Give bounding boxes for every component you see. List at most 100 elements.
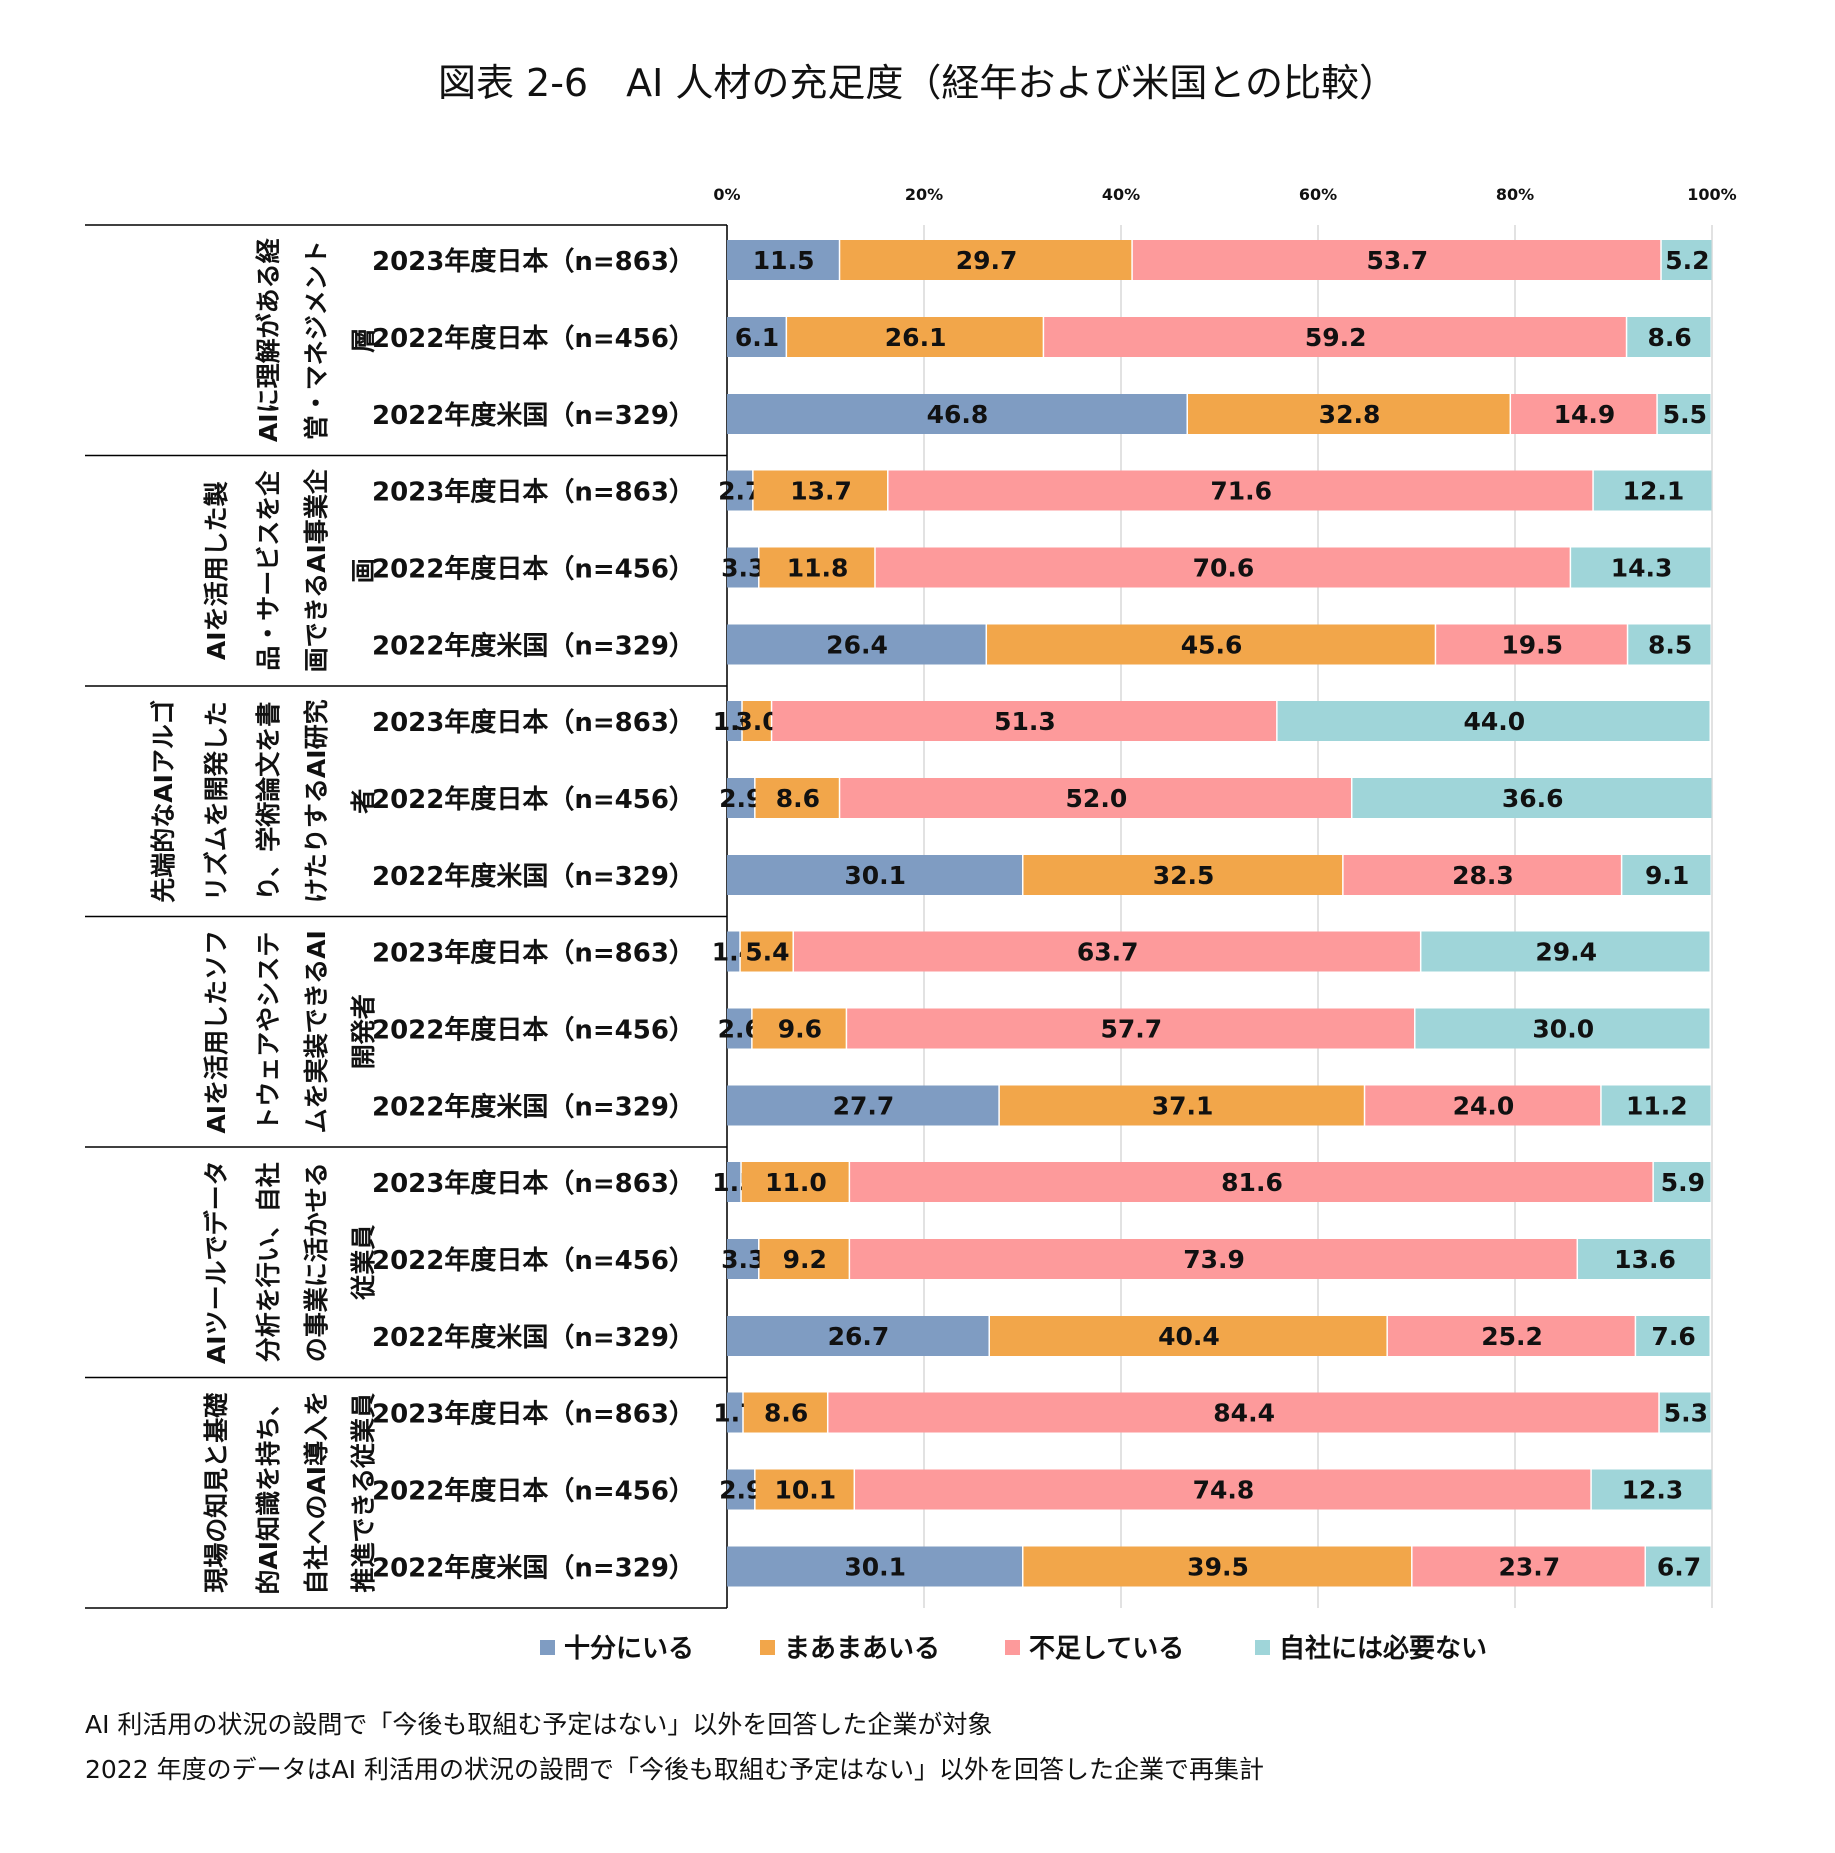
bar-segment (727, 1008, 752, 1049)
data-label: 3.0 (735, 707, 779, 736)
data-label: 39.5 (1187, 1553, 1249, 1582)
group-label: ムを実装できるAI (302, 930, 331, 1133)
data-label: 14.9 (1554, 400, 1616, 429)
bar-segment (855, 1469, 1591, 1510)
bar-segment (989, 1316, 1387, 1356)
legend-swatch (1005, 1640, 1020, 1655)
bar-segment (1387, 1316, 1635, 1356)
bar-segment (840, 778, 1351, 818)
bar-segment (727, 317, 786, 357)
bar-segment (1023, 1546, 1412, 1587)
row-label: 2022年度米国（n=329） (372, 400, 695, 431)
bar-segment (727, 1392, 743, 1433)
data-label: 11.5 (753, 246, 815, 275)
group-label: 画できるAI事業企 (302, 468, 331, 672)
data-label: 5.9 (1661, 1168, 1705, 1197)
row-label: 2023年度日本（n=863） (372, 246, 695, 277)
data-label: 11.8 (787, 554, 849, 583)
group-label: リズムを開発した (202, 701, 231, 901)
data-label: 5.5 (1663, 400, 1707, 429)
bar-segment (727, 394, 1187, 434)
bar-segment (840, 240, 1132, 280)
data-label: 81.6 (1221, 1168, 1283, 1197)
bar-segment (727, 1316, 989, 1356)
data-label: 5.3 (1664, 1399, 1708, 1428)
bar-segment (999, 1085, 1364, 1126)
bar-segment (1352, 778, 1712, 818)
chart-title: 図表 2-6 AI 人材の充足度（経年および米国との比較） (437, 61, 1398, 105)
row-label: 2022年度日本（n=456） (372, 323, 695, 354)
footnote-2: 2022 年度のデータはAI 利活用の状況の設問で「今後も取組む予定はない」以外… (85, 1755, 1264, 1784)
bar-segment (772, 701, 1277, 741)
x-tick-label: 40% (1102, 185, 1140, 204)
bar-segment (1511, 394, 1657, 434)
data-label: 73.9 (1183, 1245, 1245, 1274)
bar-segment (727, 624, 986, 665)
bar-segment (1646, 1546, 1711, 1587)
group-label: AIを活用したソフ (202, 930, 231, 1134)
data-label: 74.8 (1193, 1476, 1255, 1505)
bar-segment (1636, 1316, 1710, 1356)
bar-segment (752, 1008, 846, 1049)
data-label: 5.4 (745, 938, 789, 967)
data-label: 26.7 (828, 1322, 890, 1351)
x-tick-label: 60% (1299, 185, 1337, 204)
data-label: 6.1 (735, 323, 779, 352)
bar-segment (1578, 1239, 1711, 1279)
group-label: 分析を行い、自社 (254, 1162, 283, 1362)
data-label: 8.6 (764, 1399, 808, 1428)
row-label: 2022年度日本（n=456） (372, 784, 695, 815)
bar-segment (1023, 855, 1343, 895)
data-label: 29.4 (1535, 938, 1597, 967)
data-label: 12.3 (1622, 1476, 1684, 1505)
x-tick-label: 80% (1496, 185, 1534, 204)
row-label: 2023年度日本（n=863） (372, 707, 695, 738)
row-label: 2022年度日本（n=456） (372, 1245, 695, 1276)
legend-swatch (540, 1640, 555, 1655)
group-label: 者 (349, 789, 378, 814)
data-label: 32.5 (1153, 861, 1215, 890)
data-label: 32.8 (1319, 400, 1381, 429)
legend-swatch (1255, 1640, 1270, 1655)
legend-label: 自社には必要ない (1279, 1633, 1487, 1664)
x-tick-label: 20% (905, 185, 943, 204)
bar-segment (727, 1085, 999, 1126)
data-label: 26.1 (885, 323, 947, 352)
bar-segment (1365, 1085, 1601, 1126)
group-label: 画 (349, 558, 378, 583)
x-tick-label: 100% (1687, 185, 1736, 204)
group-label: けたりするAI研究 (302, 699, 331, 903)
bar-segment (740, 931, 793, 972)
bar-segment (1628, 624, 1711, 665)
bar-segment (1044, 317, 1626, 357)
row-label: 2022年度日本（n=456） (372, 1476, 695, 1507)
group-label: 営・マネジメント (302, 240, 331, 440)
data-label: 30.0 (1532, 1015, 1594, 1044)
bar-segment (727, 1546, 1022, 1587)
group-label: AIツールでデータ (202, 1160, 231, 1364)
group-label: 層 (349, 328, 378, 353)
data-label: 57.7 (1100, 1015, 1162, 1044)
row-label: 2023年度日本（n=863） (372, 1399, 695, 1430)
data-label: 51.3 (994, 707, 1056, 736)
bar-segment (1591, 1469, 1712, 1510)
legend-swatch (760, 1640, 775, 1655)
bar-segment (1343, 855, 1621, 895)
group-label: 品・サービスを企 (254, 470, 283, 671)
group-label: AIを活用した製 (202, 481, 231, 660)
data-label: 29.7 (956, 246, 1018, 275)
bar-segment (828, 1392, 1659, 1433)
row-label: 2022年度米国（n=329） (372, 1092, 695, 1123)
legend-label: 十分にいる (564, 1634, 694, 1664)
data-label: 8.5 (1648, 631, 1692, 660)
bar-segment (1593, 470, 1712, 511)
bar-segment (753, 470, 888, 511)
bar-segment (787, 317, 1043, 357)
data-label: 71.6 (1210, 477, 1272, 506)
bar-segment (850, 1162, 1653, 1202)
data-label: 8.6 (776, 784, 820, 813)
bar-segment (1412, 1546, 1645, 1587)
bar-segment (727, 240, 839, 280)
bar-segment (1415, 1008, 1710, 1049)
bar-segment (987, 624, 1435, 665)
